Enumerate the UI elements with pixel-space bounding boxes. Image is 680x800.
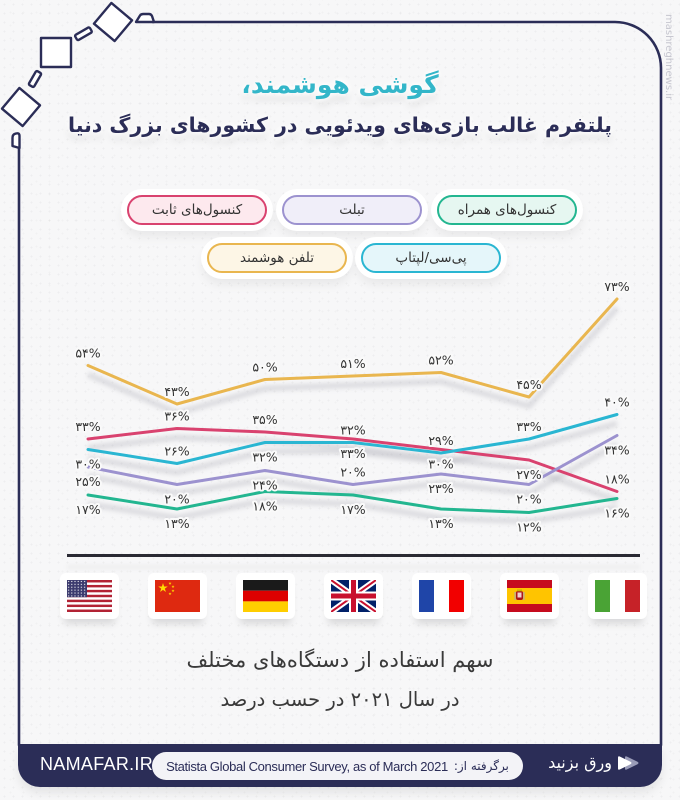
data-label: ۱۸% (252, 499, 277, 514)
line-smartphone (86, 297, 619, 406)
flag-spain-icon (507, 580, 552, 612)
title-accent: گوشی هوشمند، (241, 70, 439, 99)
brand-link[interactable]: NAMAFAR.IR (40, 754, 154, 774)
legend-smartphone: تلفن هوشمند (207, 243, 347, 273)
flag-card-germany (236, 573, 295, 619)
data-label: ۵۴% (75, 346, 100, 361)
data-label: ۱۸% (604, 472, 629, 487)
data-label: ۲۰% (516, 492, 541, 507)
data-label: ۴۰% (604, 395, 629, 410)
flag-card-spain (500, 573, 559, 619)
flag-card-china (148, 573, 207, 619)
line-shadow (87, 420, 618, 476)
flag-card-uk (324, 573, 383, 619)
chart-subtitle-line2: در سال ۲۰۲۱ در حسب درصد (220, 688, 460, 711)
source-text: Statista Global Consumer Survey, as of M… (166, 758, 448, 774)
legend-fixed-consoles: کنسول‌های ثابت (127, 195, 267, 225)
deco-bar-1 (73, 26, 93, 42)
data-label: ۳۲% (340, 423, 365, 438)
data-label: ۲۴% (252, 478, 277, 493)
data-label: ۲۰% (340, 465, 365, 480)
data-label: ۳۳% (340, 446, 365, 461)
data-label: ۲۷% (516, 467, 541, 482)
flag-france-icon (419, 580, 464, 612)
legend-handheld-consoles: کنسول‌های همراه (437, 195, 577, 225)
deco-square-2 (39, 36, 73, 69)
data-label: ۵۱% (340, 356, 365, 371)
swipe-label: ورق بزنید (548, 753, 612, 772)
source-credit: Statista Global Consumer Survey, as of M… (152, 752, 523, 780)
page-title: پلتفرم غالب بازی‌های ویدئویی در کشورهای … (68, 113, 612, 137)
line-shadow (87, 434, 619, 504)
data-label: ۳۳% (75, 419, 100, 434)
legend-label: تبلت (339, 202, 365, 218)
flag-uk-icon (331, 580, 376, 612)
flag-china-icon (155, 580, 200, 612)
data-label: ۲۳% (428, 481, 453, 496)
watermark: mashreghnews.ir (663, 14, 674, 101)
swipe-arrow-icon (618, 755, 639, 770)
data-label: ۳۲% (252, 450, 277, 465)
legend-label: کنسول‌های همراه (457, 202, 557, 218)
flag-card-france (412, 573, 471, 619)
footer-bar: NAMAFAR.IR Statista Global Consumer Surv… (18, 744, 662, 787)
line-chart: ۵۴% ۴۳% ۵۰% ۵۱% ۵۲% ۴۵% ۷۳% ۳۳% ۳۶% ۳۵% ۳۳% ۳۰% ۲۷% ۱… (73, 277, 631, 537)
data-label: ۳۴% (604, 443, 629, 458)
data-label: ۱۳% (428, 516, 453, 531)
data-label: ۷۳% (604, 279, 629, 294)
line-shadow (86, 305, 620, 417)
data-labels: ۵۴% ۴۳% ۵۰% ۵۱% ۵۲% ۴۵% ۷۳% ۳۳% ۳۶% ۳۵% ۳۳% ۳۰% ۲۷% ۱… (73, 277, 631, 537)
data-label: ۴۳% (164, 384, 189, 399)
line-pc-laptop (86, 413, 619, 465)
series-lines (86, 297, 619, 514)
legend-pc-laptop: پی‌سی/لپتاپ (361, 243, 501, 273)
flag-italy-icon (595, 580, 640, 612)
legend-label: تلفن هوشمند (240, 250, 314, 266)
legend-label: پی‌سی/لپتاپ (395, 250, 467, 266)
data-label: ۵۰% (252, 360, 277, 375)
line-shadows (86, 305, 620, 525)
data-label: ۱۶% (604, 506, 629, 521)
separator-shadow (67, 565, 640, 569)
legend-tablet: تبلت (282, 195, 422, 225)
data-label: ۱۷% (340, 502, 365, 517)
data-label: ۵۲% (428, 353, 453, 368)
data-label: ۲۵% (75, 474, 100, 489)
swipe-button[interactable]: ورق بزنید (548, 753, 640, 772)
data-label: ۱۲% (516, 520, 541, 535)
flag-germany-icon (243, 580, 288, 612)
deco-cap-left (11, 132, 21, 150)
flag-usa-icon (67, 580, 112, 612)
flag-card-usa (60, 573, 119, 619)
line-shadow (87, 497, 618, 525)
data-label: ۳۵% (252, 412, 277, 427)
data-label: ۴۵% (516, 377, 541, 392)
data-label: ۲۶% (164, 444, 189, 459)
data-label: ۳۳% (516, 419, 541, 434)
line-handheld-consoles (86, 490, 619, 514)
deco-cap-top (134, 12, 156, 24)
data-label: ۱۷% (75, 502, 100, 517)
legend-label: کنسول‌های ثابت (151, 202, 243, 218)
flag-card-italy (588, 573, 647, 619)
data-label: ۳۶% (164, 409, 189, 424)
deco-square-1 (92, 1, 134, 43)
chart-subtitle-line1: سهم استفاده از دستگاه‌های مختلف (186, 648, 494, 672)
data-label: ۱۳% (164, 516, 189, 531)
line-tablet (86, 434, 619, 486)
source-prefix: برگرفته از: (453, 759, 509, 773)
line-fixed-consoles (86, 427, 619, 493)
data-label: ۳۰% (75, 457, 100, 472)
data-label: ۲۹% (428, 433, 453, 448)
data-label: ۳۰% (428, 457, 453, 472)
data-label: ۲۰% (164, 492, 189, 507)
axis-separator (67, 554, 640, 557)
